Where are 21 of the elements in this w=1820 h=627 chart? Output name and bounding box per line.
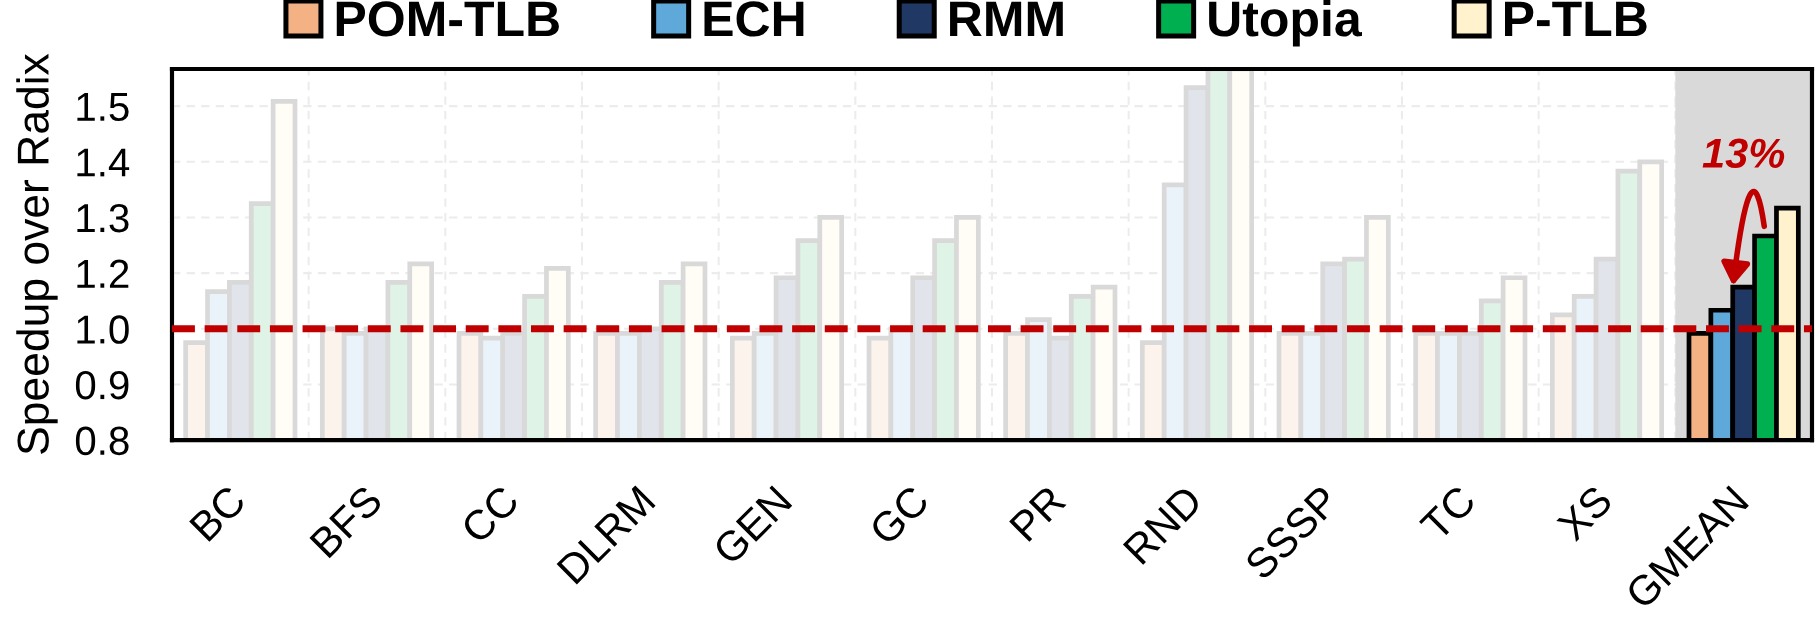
annotation: 13% (1702, 138, 1785, 169)
x-tick-label: PR (1009, 484, 1067, 542)
y-tick-label: 1.0 (77, 315, 129, 344)
x-tick-label: XS (1555, 484, 1614, 543)
y-tick-label: 1.5 (77, 92, 129, 122)
legend-label: P-TLB (1505, 1, 1647, 37)
x-tick-label: CC (459, 483, 521, 545)
legend-label: ECH (704, 1, 804, 37)
x-tick-label: BFS (309, 484, 384, 559)
y-tick-label: 1.2 (77, 259, 129, 288)
y-tick-label: 0.9 (75, 370, 129, 400)
x-tick-label: BC (188, 483, 248, 543)
y-tick-label: 1.4 (77, 148, 130, 177)
legend-label: Utopia (1209, 0, 1362, 47)
legend-label: RMM (950, 1, 1063, 37)
y-tick-label: 1.3 (77, 203, 129, 233)
x-tick-label: TC (1418, 483, 1478, 543)
legend-label: POM-TLB (336, 1, 559, 37)
y-axis-title: Speedup over Radix (16, 53, 58, 454)
y-tick-label: 0.8 (75, 426, 129, 456)
x-tick-label: GC (867, 483, 931, 547)
